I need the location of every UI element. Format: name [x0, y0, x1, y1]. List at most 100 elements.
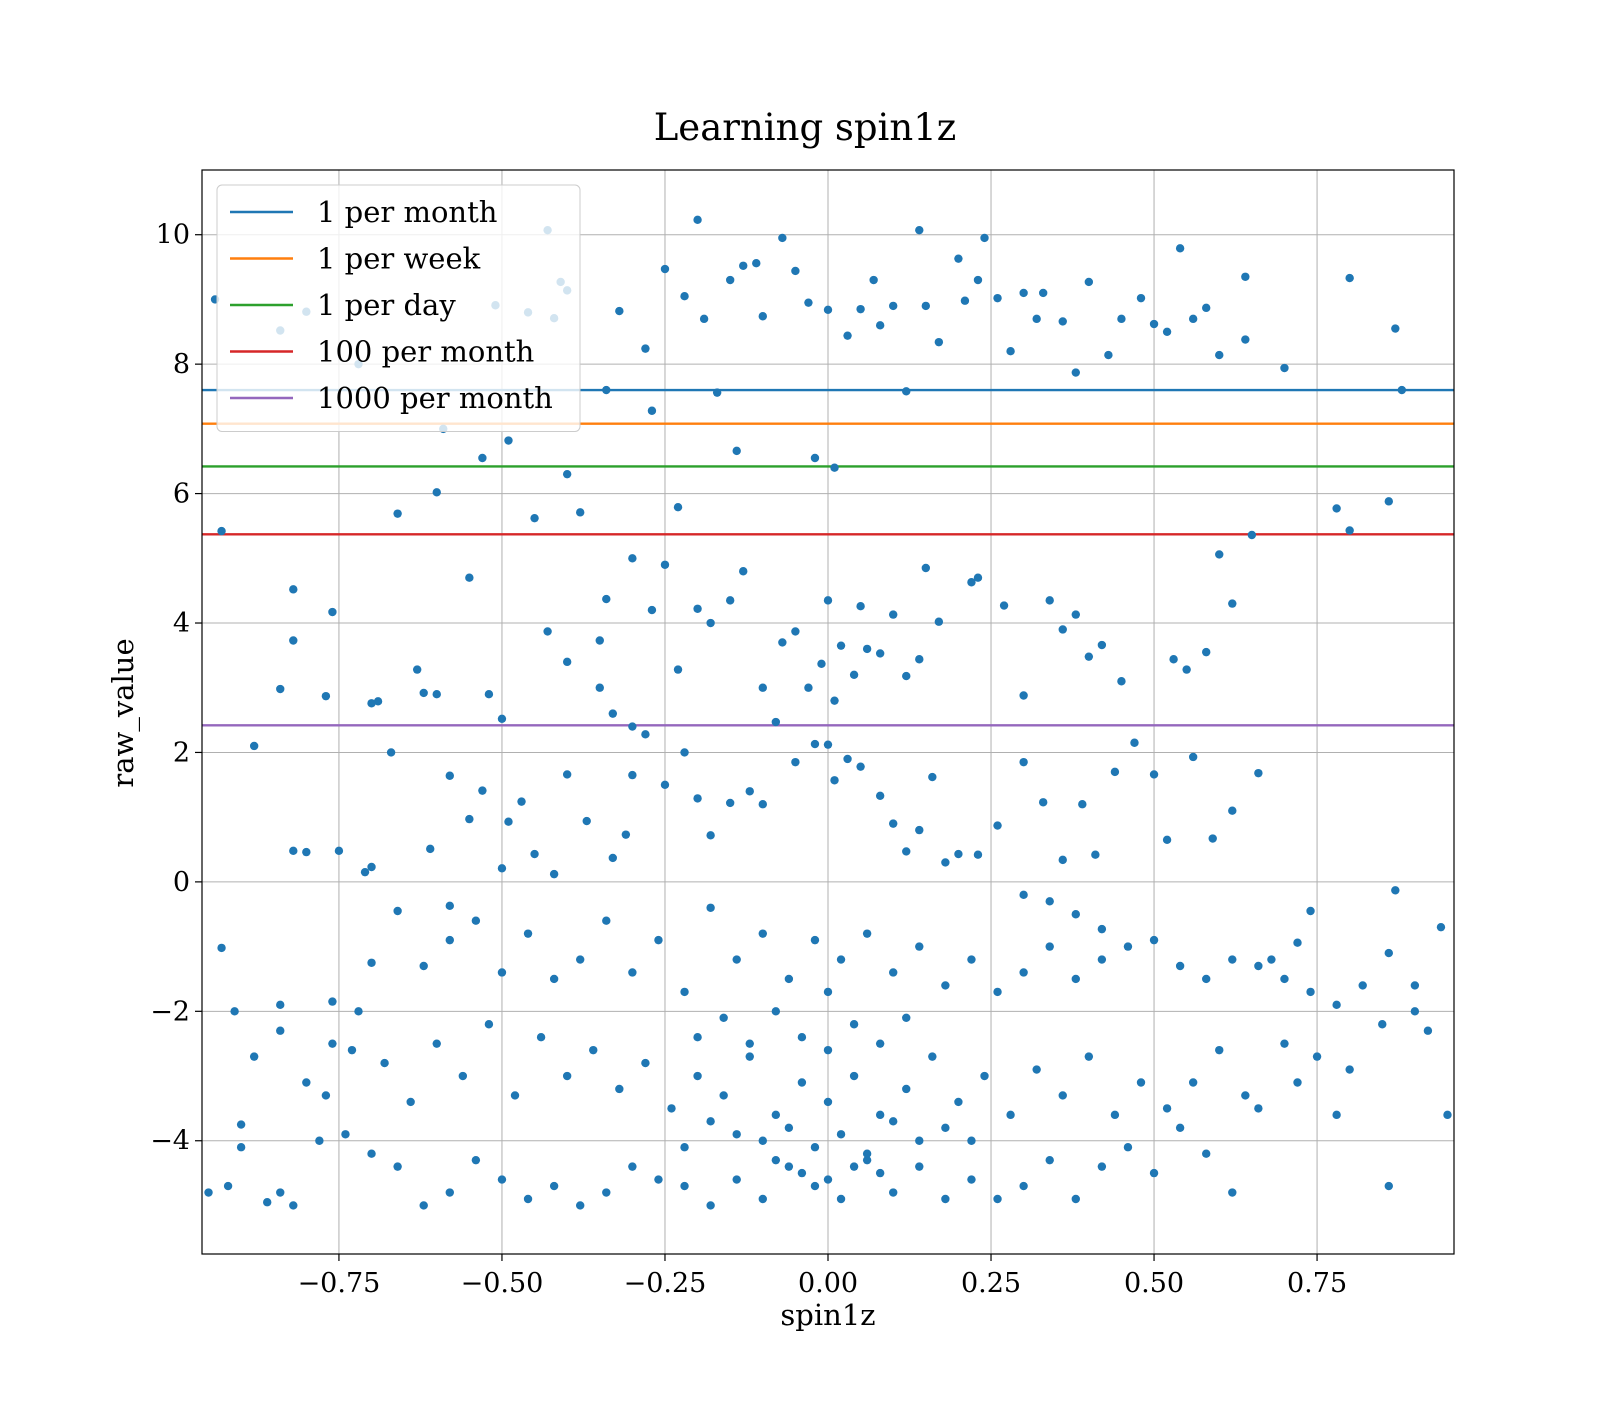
- scatter-point: [856, 762, 865, 771]
- scatter-point: [1123, 1143, 1133, 1152]
- scatter-point: [732, 955, 741, 964]
- scatter-point: [823, 596, 833, 605]
- scatter-point: [1071, 368, 1080, 377]
- scatter-point: [1104, 350, 1113, 360]
- scatter-point: [328, 1039, 337, 1048]
- scatter-point: [549, 1181, 559, 1191]
- scatter-point: [889, 1117, 898, 1126]
- scatter-point: [1091, 850, 1100, 859]
- y-tick-label: 10: [156, 220, 190, 251]
- legend-entry-label: 1000 per month: [317, 381, 553, 415]
- scatter-point: [628, 1162, 637, 1171]
- scatter-point: [595, 683, 604, 692]
- scatter-point: [804, 683, 813, 692]
- scatter-point: [758, 312, 767, 321]
- scatter-point: [471, 1155, 481, 1165]
- scatter-point: [862, 929, 872, 938]
- scatter-point: [1228, 806, 1237, 815]
- scatter-point: [1384, 948, 1393, 958]
- scatter-point: [484, 690, 494, 699]
- scatter-point: [576, 1201, 585, 1210]
- scatter-point: [1097, 1162, 1107, 1171]
- scatter-point: [1097, 955, 1107, 964]
- scatter-point: [393, 906, 402, 916]
- scatter-point: [276, 1188, 285, 1197]
- scatter-point: [934, 337, 944, 347]
- scatter-point: [1058, 1091, 1067, 1100]
- scatter-point: [902, 1013, 911, 1022]
- scatter-point: [1312, 1052, 1322, 1061]
- scatter-point: [302, 1078, 311, 1087]
- scatter-point: [576, 508, 585, 517]
- scatter-point: [1397, 385, 1407, 395]
- scatter-point: [1188, 314, 1198, 324]
- scatter-point: [771, 1110, 781, 1120]
- scatter-point: [223, 1181, 233, 1191]
- scatter-point: [1162, 1104, 1172, 1113]
- scatter-point: [1215, 550, 1224, 559]
- scatter-point: [758, 800, 767, 809]
- scatter-point: [1097, 924, 1107, 934]
- scatter-point: [249, 1052, 259, 1061]
- x-axis-label: spin1z: [780, 1298, 875, 1332]
- scatter-point: [1332, 1110, 1341, 1120]
- scatter-point: [1202, 647, 1211, 657]
- legend-entry-label: 1 per week: [317, 242, 481, 276]
- scatter-point: [810, 453, 820, 463]
- scatter-point: [680, 291, 689, 301]
- scatter-point: [289, 1201, 298, 1210]
- scatter-point: [836, 641, 846, 650]
- scatter-point: [1228, 955, 1237, 964]
- scatter-point: [739, 261, 748, 270]
- scatter-point: [823, 740, 833, 749]
- chart-title: Learning spin1z: [654, 106, 957, 149]
- scatter-point: [602, 385, 611, 395]
- scatter-point: [875, 1168, 885, 1178]
- scatter-point: [941, 1123, 950, 1133]
- scatter-point: [373, 697, 383, 706]
- scatter-point: [1332, 1000, 1341, 1010]
- scatter-point: [367, 1149, 376, 1158]
- scatter-point: [725, 275, 735, 285]
- scatter-point: [1410, 1007, 1420, 1016]
- scatter-point: [739, 567, 748, 576]
- scatter-point: [608, 853, 618, 863]
- scatter-point: [1345, 1065, 1354, 1074]
- scatter-point: [862, 1155, 872, 1165]
- scatter-point: [321, 691, 331, 701]
- scatter-point: [497, 864, 507, 873]
- scatter-point: [797, 1168, 807, 1178]
- scatter-point: [654, 935, 663, 945]
- scatter-point: [889, 968, 898, 977]
- scatter-point: [1345, 273, 1354, 283]
- scatter-point: [1123, 942, 1133, 951]
- scatter-point: [960, 296, 970, 305]
- scatter-point: [706, 903, 715, 912]
- scatter-point: [889, 301, 898, 311]
- scatter-point: [706, 831, 715, 840]
- scatter-point: [1280, 1039, 1289, 1048]
- scatter-point: [784, 1123, 794, 1133]
- scatter-point: [889, 819, 898, 828]
- scatter-point: [263, 1198, 272, 1207]
- scatter-point: [406, 1097, 415, 1107]
- scatter-point: [1071, 910, 1080, 919]
- scatter-point: [1058, 855, 1067, 865]
- scatter-point: [562, 469, 572, 479]
- scatter-point: [791, 627, 800, 636]
- scatter-point: [562, 770, 572, 779]
- scatter-point: [915, 225, 924, 235]
- scatter-point: [712, 388, 722, 397]
- scatter-point: [1084, 652, 1094, 661]
- scatter-point: [810, 739, 820, 749]
- scatter-point: [843, 754, 852, 764]
- scatter-point: [1202, 303, 1211, 313]
- scatter-point: [967, 578, 976, 587]
- x-tick-label: 0.75: [1287, 1268, 1347, 1299]
- scatter-point: [797, 1078, 807, 1087]
- scatter-point: [1149, 770, 1159, 779]
- scatter-point: [875, 1039, 885, 1048]
- scatter-point: [1188, 1078, 1198, 1087]
- scatter-point: [758, 1194, 767, 1204]
- scatter-point: [628, 968, 637, 977]
